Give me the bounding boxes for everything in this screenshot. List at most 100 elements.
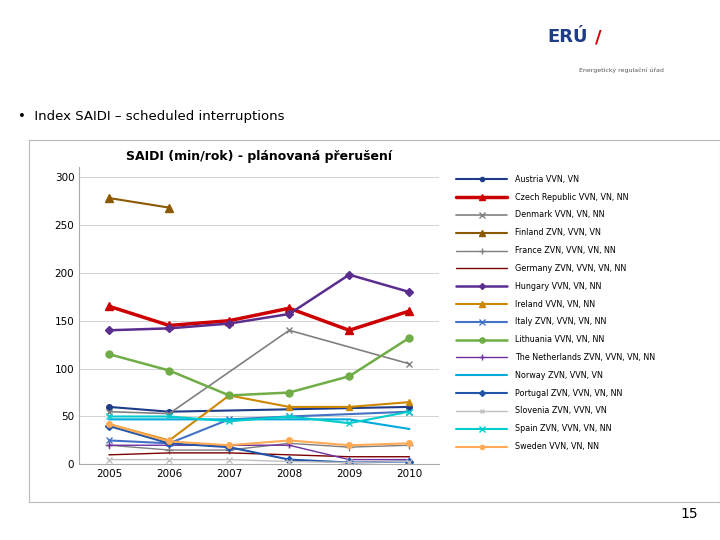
Line: Finland ZVN, VVN, VN: Finland ZVN, VVN, VN (105, 194, 174, 212)
Lithuania VVN, VN, NN (165, 367, 174, 374)
Line: Norway ZVN, VVN, VN: Norway ZVN, VVN, VN (109, 420, 409, 429)
Denmark VVN, VN, NN (165, 410, 174, 417)
Spain ZVN, VVN, VN, NN (225, 418, 233, 424)
Norway ZVN, VVN, VN (225, 416, 233, 423)
France ZVN, VVN, VN, NN (165, 447, 174, 453)
Line: Slovenia ZVN, VVN, VN: Slovenia ZVN, VVN, VN (107, 457, 412, 465)
Line: Lithuania VVN, VN, NN: Lithuania VVN, VN, NN (106, 334, 413, 399)
Slovenia ZVN, VVN, VN (345, 459, 354, 465)
Sweden VVN, VN, NN (345, 442, 354, 449)
Text: Italy ZVN, VVN, VN, NN: Italy ZVN, VVN, VN, NN (515, 318, 606, 326)
Norway ZVN, VVN, VN (105, 416, 114, 423)
Denmark VVN, VN, NN (105, 408, 114, 415)
Text: Lithuania VVN, VN, NN: Lithuania VVN, VN, NN (515, 335, 604, 344)
Ireland VVN, VN, NN (345, 404, 354, 410)
Line: Sweden VVN, VN, NN: Sweden VVN, VN, NN (107, 421, 412, 448)
Germany ZVN, VVN, VN, NN (345, 454, 354, 460)
Line: Portugal ZVN, VVN, VN, NN: Portugal ZVN, VVN, VN, NN (107, 423, 412, 465)
The Netherlands ZVN, VVN, VN, NN (345, 456, 354, 463)
Text: Austria VVN, VN: Austria VVN, VN (515, 175, 579, 184)
Text: Finland ZVN, VVN, VN: Finland ZVN, VVN, VN (515, 228, 600, 237)
Portugal ZVN, VVN, VN, NN (105, 423, 114, 429)
Spain ZVN, VVN, VN, NN (105, 413, 114, 420)
Line: Ireland VVN, VN, NN: Ireland VVN, VN, NN (106, 392, 413, 444)
Line: Czech Republic VVN, VN, NN: Czech Republic VVN, VN, NN (105, 302, 413, 334)
The Netherlands ZVN, VVN, VN, NN (225, 442, 233, 449)
Slovenia ZVN, VVN, VN (225, 456, 233, 463)
Text: Portugal ZVN, VVN, VN, NN: Portugal ZVN, VVN, VN, NN (515, 389, 622, 397)
Text: 15: 15 (681, 507, 698, 521)
Hungary VVN, VN, NN (345, 272, 354, 278)
Slovenia ZVN, VVN, VN (405, 458, 413, 465)
Lithuania VVN, VN, NN (105, 351, 114, 357)
Lithuania VVN, VN, NN (225, 392, 233, 399)
Austria VVN, VN (165, 408, 174, 415)
Spain ZVN, VVN, VN, NN (165, 413, 174, 420)
Sweden VVN, VN, NN (105, 421, 114, 427)
Line: Spain ZVN, VVN, VN, NN: Spain ZVN, VVN, VN, NN (106, 408, 413, 427)
Text: France ZVN, VVN, VN, NN: France ZVN, VVN, VN, NN (515, 246, 616, 255)
Germany ZVN, VVN, VN, NN (285, 451, 294, 458)
Lithuania VVN, VN, NN (405, 335, 413, 341)
Germany ZVN, VVN, VN, NN (405, 454, 413, 460)
Text: Slovenia ZVN, VVN, VN: Slovenia ZVN, VVN, VN (515, 407, 606, 415)
Norway ZVN, VVN, VN (405, 426, 413, 432)
Czech Republic VVN, VN, NN (225, 318, 233, 324)
Text: Spain ZVN, VVN, VN, NN: Spain ZVN, VVN, VN, NN (515, 424, 611, 433)
Czech Republic VVN, VN, NN (105, 303, 114, 309)
The Netherlands ZVN, VVN, VN, NN (405, 456, 413, 463)
The Netherlands ZVN, VVN, VN, NN (165, 442, 174, 449)
Slovenia ZVN, VVN, VN (285, 458, 294, 465)
Line: France ZVN, VVN, VN, NN: France ZVN, VVN, VN, NN (105, 439, 413, 454)
Sweden VVN, VN, NN (225, 442, 233, 449)
Hungary VVN, VN, NN (165, 325, 174, 332)
Czech Republic VVN, VN, NN (285, 305, 294, 312)
Portugal ZVN, VVN, VN, NN (405, 458, 413, 465)
Italy ZVN, VVN, VN, NN (405, 408, 413, 415)
Hungary VVN, VN, NN (105, 327, 114, 334)
Italy ZVN, VVN, VN, NN (105, 437, 114, 444)
Lithuania VVN, VN, NN (345, 373, 354, 380)
France ZVN, VVN, VN, NN (345, 444, 354, 450)
Text: Energetický regulační úřad: Energetický regulační úřad (579, 68, 663, 73)
Ireland VVN, VN, NN (105, 421, 114, 427)
Ireland VVN, VN, NN (225, 392, 233, 399)
Line: Denmark VVN, VN, NN: Denmark VVN, VN, NN (106, 327, 413, 417)
Line: Germany ZVN, VVN, VN, NN: Germany ZVN, VVN, VN, NN (109, 453, 409, 457)
Finland ZVN, VVN, VN (105, 195, 114, 201)
France ZVN, VVN, VN, NN (285, 440, 294, 447)
Slovenia ZVN, VVN, VN (165, 456, 174, 463)
Lithuania VVN, VN, NN (285, 389, 294, 396)
Line: Hungary VVN, VN, NN: Hungary VVN, VN, NN (107, 272, 412, 333)
Text: Norway ZVN, VVN, VN: Norway ZVN, VVN, VN (515, 371, 603, 380)
Text: Denmark VVN, VN, NN: Denmark VVN, VN, NN (515, 211, 604, 219)
Text: /: / (595, 28, 601, 46)
Czech Republic VVN, VN, NN (165, 322, 174, 329)
Portugal ZVN, VVN, VN, NN (285, 456, 294, 463)
Spain ZVN, VVN, VN, NN (345, 420, 354, 427)
Text: Sweden VVN, VN, NN: Sweden VVN, VN, NN (515, 442, 599, 451)
Norway ZVN, VVN, VN (345, 416, 354, 423)
Hungary VVN, VN, NN (285, 310, 294, 317)
Text: Czech Republic VVN, VN, NN: Czech Republic VVN, VN, NN (515, 193, 629, 201)
France ZVN, VVN, VN, NN (225, 447, 233, 453)
Spain ZVN, VVN, VN, NN (405, 408, 413, 415)
Sweden VVN, VN, NN (285, 437, 294, 444)
Ireland VVN, VN, NN (165, 437, 174, 444)
Denmark VVN, VN, NN (285, 327, 294, 334)
Text: Germany ZVN, VVN, VN, NN: Germany ZVN, VVN, VN, NN (515, 264, 626, 273)
Line: Austria VVN, VN: Austria VVN, VN (107, 404, 412, 415)
Text: Comparison of power quality level in EU: Comparison of power quality level in EU (18, 50, 458, 69)
France ZVN, VVN, VN, NN (105, 442, 114, 449)
Norway ZVN, VVN, VN (285, 416, 294, 423)
France ZVN, VVN, VN, NN (405, 442, 413, 449)
Austria VVN, VN (105, 404, 114, 410)
Portugal ZVN, VVN, VN, NN (225, 444, 233, 450)
Portugal ZVN, VVN, VN, NN (345, 459, 354, 465)
Text: ERÚ: ERÚ (547, 28, 588, 46)
Line: Italy ZVN, VVN, VN, NN: Italy ZVN, VVN, VN, NN (106, 408, 413, 447)
Text: The Netherlands ZVN, VVN, VN, NN: The Netherlands ZVN, VVN, VN, NN (515, 353, 655, 362)
Finland ZVN, VVN, VN (165, 205, 174, 211)
The Netherlands ZVN, VVN, VN, NN (105, 442, 114, 449)
Germany ZVN, VVN, VN, NN (225, 450, 233, 456)
